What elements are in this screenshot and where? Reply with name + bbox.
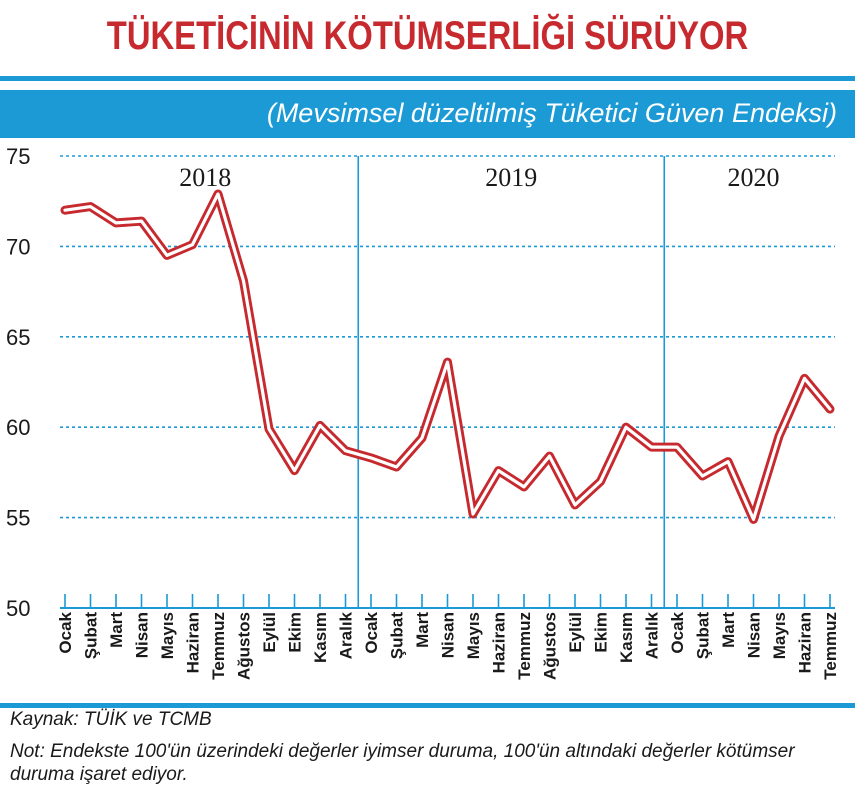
label-layer: 50 55 60 65 70 75 2018 2019 2020 Ocak Şubat Mart Nis… <box>6 144 840 680</box>
data-point <box>268 428 270 430</box>
data-point <box>650 446 653 448</box>
x-tick-label: Temmuz <box>515 612 534 680</box>
x-tick-label: Ocak <box>56 611 75 653</box>
year-label: 2019 <box>485 163 537 192</box>
x-tick-label: Ağustos <box>541 612 560 680</box>
data-point <box>64 209 66 212</box>
x-tick-label: Şubat <box>388 612 407 660</box>
x-tick-label: Mart <box>107 612 126 648</box>
x-tick-label: Aralık <box>337 611 356 659</box>
top-accent-bar <box>0 76 855 81</box>
data-point <box>166 254 168 257</box>
x-tick-label: Haziran <box>490 612 509 673</box>
x-tick-label: Haziran <box>796 612 815 673</box>
x-tick-label: Aralık <box>643 611 662 659</box>
data-point <box>829 408 831 410</box>
x-tick-label: Mart <box>413 612 432 648</box>
data-point <box>421 437 423 439</box>
data-point <box>344 449 347 452</box>
data-point <box>472 513 474 515</box>
x-tick-label: Nisan <box>439 612 458 658</box>
axis-layer <box>60 156 835 609</box>
data-point <box>89 205 92 208</box>
data-point <box>676 446 678 448</box>
data-point <box>140 220 143 222</box>
data-point <box>778 435 780 438</box>
x-tick-label: Ekim <box>592 612 611 653</box>
x-tick-label: Eylül <box>260 612 279 653</box>
data-point <box>242 279 245 282</box>
data-point <box>574 504 576 506</box>
x-tick-label: Kasım <box>311 612 330 663</box>
y-tick-label: 65 <box>6 325 30 350</box>
footnote: Not: Endekste 100'ün üzerindeki değerler… <box>10 741 795 785</box>
x-tick-label: Mayıs <box>464 612 483 659</box>
data-point <box>599 480 602 483</box>
x-tick-label: Ocak <box>362 611 381 653</box>
y-tick-label: 50 <box>6 596 30 621</box>
y-tick-label: 60 <box>6 415 30 440</box>
data-point <box>319 424 321 427</box>
series-layer <box>60 189 835 524</box>
y-tick-label: 55 <box>6 506 30 531</box>
data-point <box>752 518 755 521</box>
x-tick-label: Temmuz <box>821 612 840 680</box>
data-point <box>523 486 525 488</box>
year-label: 2018 <box>179 163 231 192</box>
data-point <box>395 466 398 468</box>
series-line-core <box>63 192 832 521</box>
chart-title: TÜKETİCİNİN KÖTÜMSERLİĞİ SÜRÜYOR <box>106 14 749 58</box>
data-point <box>370 457 372 459</box>
data-point <box>293 469 296 472</box>
x-tick-label: Eylül <box>566 612 585 653</box>
chart-subtitle: (Mevsimsel düzeltilmiş Tüketici Güven En… <box>266 98 837 128</box>
data-point <box>548 455 551 457</box>
x-tick-label: Şubat <box>82 612 101 660</box>
x-tick-label: Mayıs <box>770 612 789 659</box>
x-tick-label: Kasım <box>617 612 636 663</box>
data-point <box>115 222 117 224</box>
x-tick-label: Nisan <box>745 612 764 658</box>
x-tick-label: Mayıs <box>158 612 177 659</box>
data-point <box>497 469 500 472</box>
x-tick-label: Haziran <box>184 612 203 673</box>
x-tick-label: Nisan <box>133 612 152 658</box>
x-tick-label: Ocak <box>668 611 687 653</box>
x-tick-label: Ekim <box>286 612 305 653</box>
y-tick-label: 75 <box>6 144 30 169</box>
x-tick-label: Temmuz <box>209 612 228 680</box>
subtitle-bar <box>0 90 855 138</box>
source-note: Kaynak: TÜİK ve TCMB <box>10 709 212 730</box>
data-point <box>701 475 704 477</box>
year-label: 2020 <box>728 163 780 192</box>
data-point <box>803 377 806 380</box>
x-tick-label: Ağustos <box>235 612 254 680</box>
data-point <box>625 426 627 429</box>
x-tick-label: Mart <box>719 612 738 648</box>
data-point <box>191 243 194 246</box>
data-point <box>217 193 219 195</box>
data-point <box>727 460 729 463</box>
y-tick-label: 70 <box>6 234 30 259</box>
line-chart: 50 55 60 65 70 75 2018 2019 2020 Ocak Şubat Mart Nis… <box>6 144 840 680</box>
x-tick-label: Şubat <box>694 612 713 660</box>
bottom-accent-bar <box>0 703 855 708</box>
data-point <box>446 361 449 363</box>
